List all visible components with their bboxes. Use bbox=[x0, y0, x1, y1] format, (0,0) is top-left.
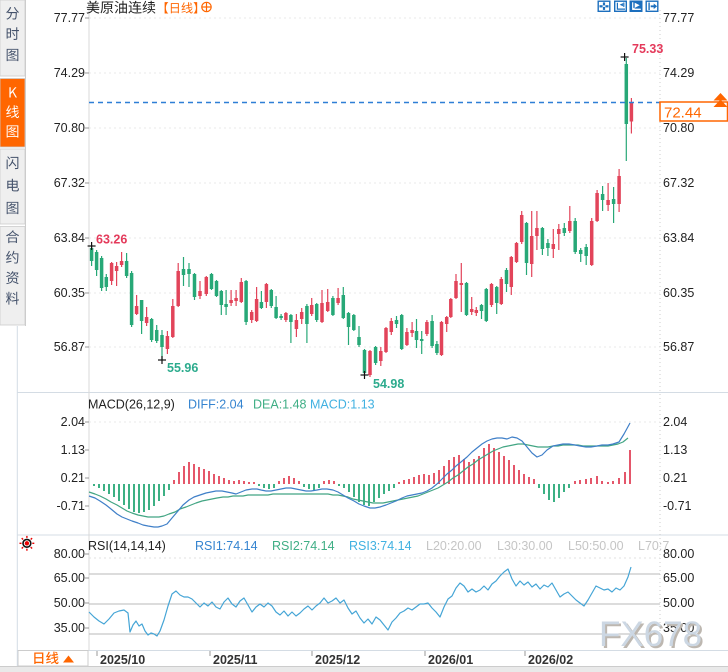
svg-text:70.80: 70.80 bbox=[663, 121, 694, 135]
svg-text:2026/01: 2026/01 bbox=[428, 653, 473, 667]
svg-text:50.00: 50.00 bbox=[54, 596, 85, 610]
svg-text:L30:30.00: L30:30.00 bbox=[497, 539, 553, 553]
svg-text:74.29: 74.29 bbox=[663, 66, 694, 80]
svg-text:L50:50.00: L50:50.00 bbox=[568, 539, 624, 553]
svg-text:1.13: 1.13 bbox=[663, 443, 687, 457]
svg-text:2025/11: 2025/11 bbox=[213, 653, 258, 667]
svg-text:L20:20.00: L20:20.00 bbox=[426, 539, 482, 553]
svg-text:56.87: 56.87 bbox=[54, 340, 85, 354]
svg-text:63.84: 63.84 bbox=[663, 231, 694, 245]
svg-text:80.00: 80.00 bbox=[663, 547, 694, 561]
svg-text:RSI1:74.14: RSI1:74.14 bbox=[195, 539, 258, 553]
svg-text:2026/02: 2026/02 bbox=[528, 653, 573, 667]
svg-text:2025/10: 2025/10 bbox=[100, 653, 145, 667]
svg-text:-0.71: -0.71 bbox=[57, 499, 86, 513]
svg-text:56.87: 56.87 bbox=[663, 340, 694, 354]
svg-text:67.32: 67.32 bbox=[663, 176, 694, 190]
svg-text:2.04: 2.04 bbox=[61, 415, 85, 429]
svg-text:0.21: 0.21 bbox=[61, 471, 85, 485]
svg-text:77.77: 77.77 bbox=[663, 11, 694, 25]
svg-text:63.84: 63.84 bbox=[54, 231, 85, 245]
svg-text:-0.71: -0.71 bbox=[663, 499, 692, 513]
svg-text:RSI3:74.14: RSI3:74.14 bbox=[349, 539, 412, 553]
svg-text:70.80: 70.80 bbox=[54, 121, 85, 135]
svg-text:72.44: 72.44 bbox=[664, 105, 702, 122]
svg-text:55.96: 55.96 bbox=[167, 361, 198, 375]
svg-text:35.00: 35.00 bbox=[663, 621, 694, 635]
svg-text:80.00: 80.00 bbox=[54, 547, 85, 561]
svg-text:2.04: 2.04 bbox=[663, 415, 687, 429]
svg-text:67.32: 67.32 bbox=[54, 176, 85, 190]
svg-text:74.29: 74.29 bbox=[54, 66, 85, 80]
svg-text:0.21: 0.21 bbox=[663, 471, 687, 485]
svg-text:75.33: 75.33 bbox=[632, 42, 663, 56]
svg-text:DIFF:2.04: DIFF:2.04 bbox=[188, 398, 244, 412]
svg-text:MACD:1.13: MACD:1.13 bbox=[310, 398, 375, 412]
svg-text:FX678: FX678 bbox=[599, 615, 702, 654]
svg-text:35.00: 35.00 bbox=[54, 621, 85, 635]
svg-text:77.77: 77.77 bbox=[54, 11, 85, 25]
svg-text:1.13: 1.13 bbox=[61, 443, 85, 457]
svg-text:RSI(14,14,14): RSI(14,14,14) bbox=[88, 539, 166, 553]
svg-text:63.26: 63.26 bbox=[96, 233, 127, 247]
svg-text:2025/12: 2025/12 bbox=[315, 653, 360, 667]
svg-text:DEA:1.48: DEA:1.48 bbox=[253, 398, 307, 412]
svg-text:L70:7: L70:7 bbox=[638, 539, 669, 553]
svg-text:54.98: 54.98 bbox=[373, 377, 404, 391]
svg-text:60.35: 60.35 bbox=[54, 286, 85, 300]
svg-text:60.35: 60.35 bbox=[663, 286, 694, 300]
svg-text:65.00: 65.00 bbox=[54, 571, 85, 585]
svg-text:50.00: 50.00 bbox=[663, 596, 694, 610]
svg-text:RSI2:74.14: RSI2:74.14 bbox=[272, 539, 335, 553]
svg-text:MACD(26,12,9): MACD(26,12,9) bbox=[88, 398, 175, 412]
svg-text:FX678: FX678 bbox=[601, 617, 704, 656]
svg-text:65.00: 65.00 bbox=[663, 571, 694, 585]
